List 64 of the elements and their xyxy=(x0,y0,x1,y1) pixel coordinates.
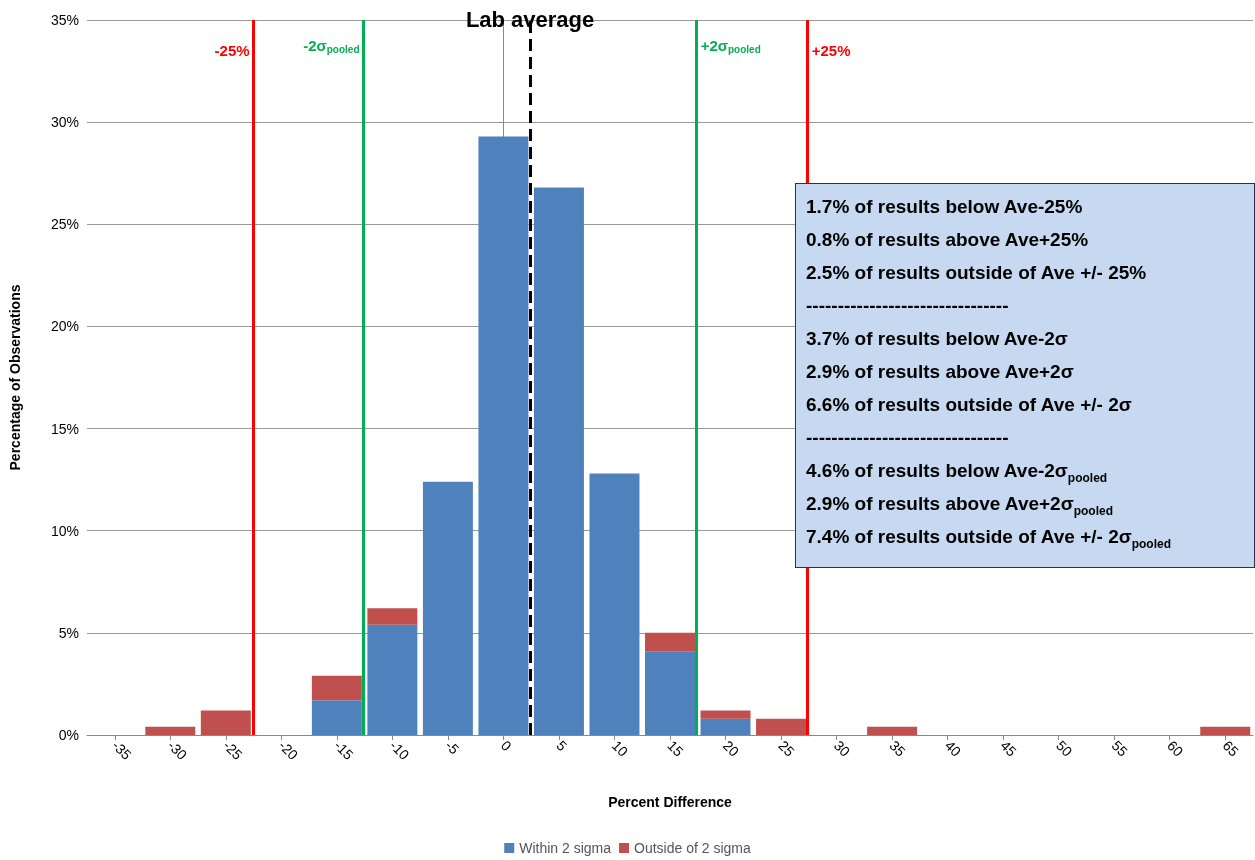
annotation: 2.9% of results above Ave+2σ xyxy=(806,360,1075,384)
y-tick-label: 30% xyxy=(50,114,79,131)
x-tick-label: 25 xyxy=(775,737,798,760)
y-tick-label: 35% xyxy=(50,12,79,28)
annotation: 2.5% of results outside of Ave +/- 25% xyxy=(806,261,1148,285)
x-tick-label: 20 xyxy=(719,737,743,760)
annotation: 4.6% of results below Ave-2σ$_{pooled}$ xyxy=(806,459,1109,487)
annotation: 7.4% of results outside of Ave +/- 2σ$_{pooled}$ xyxy=(806,525,1173,553)
x-tick-label: -5 xyxy=(442,737,463,758)
bar xyxy=(367,624,418,735)
y-tick-label: 25% xyxy=(50,216,79,233)
y-tick-label: 20% xyxy=(50,318,79,335)
bar xyxy=(145,726,196,735)
y-tick-label: 15% xyxy=(50,420,79,437)
annotation: 1.7% of results below Ave-25% xyxy=(806,195,1084,219)
x-tick-label: 60 xyxy=(1164,737,1187,760)
bar xyxy=(867,726,918,735)
legend-label: Within 2 sigma xyxy=(519,840,612,856)
ref-line-label: Lab average xyxy=(465,6,595,32)
bar xyxy=(700,718,751,735)
bar xyxy=(1200,726,1251,735)
x-tick-label: 40 xyxy=(941,737,965,760)
bar xyxy=(422,481,473,735)
bar xyxy=(311,700,362,735)
x-tick-label: -10 xyxy=(386,737,413,764)
x-tick-label: -25 xyxy=(220,737,246,764)
annotation: -------------------------------- xyxy=(806,294,1010,318)
bar xyxy=(645,632,695,652)
x-tick-label: -20 xyxy=(275,737,302,764)
y-tick-label: 10% xyxy=(50,522,79,539)
annotation: +25% xyxy=(811,42,851,60)
bar xyxy=(645,651,695,735)
bar xyxy=(756,718,807,735)
y-tick-label: 0% xyxy=(58,727,79,743)
y-tick-label: 5% xyxy=(58,624,79,641)
x-tick-label: 55 xyxy=(1108,737,1131,760)
x-tick-label: 15 xyxy=(664,737,687,760)
x-tick-label: -35 xyxy=(109,737,135,764)
bar xyxy=(311,675,362,701)
x-tick-label: 30 xyxy=(830,737,854,760)
x-axis-title: Percent Difference xyxy=(608,794,733,810)
annotation: 0.8% of results above Ave+25% xyxy=(806,228,1090,252)
legend-label: Outside of 2 sigma xyxy=(634,840,751,856)
x-tick-label: 5 xyxy=(553,737,571,755)
bar xyxy=(589,473,640,735)
x-tick-label: 35 xyxy=(886,737,909,760)
bar xyxy=(478,136,529,735)
annotation: 2.9% of results above Ave+2σ$_{pooled}$ xyxy=(806,492,1114,520)
x-tick-label: 0 xyxy=(497,737,515,755)
y-axis-title: Percentage of Observations xyxy=(7,284,23,471)
bar xyxy=(533,187,584,735)
x-tick-label: 50 xyxy=(1053,737,1076,760)
x-tick-label: -15 xyxy=(331,737,357,764)
bar xyxy=(200,710,251,735)
x-tick-label: 10 xyxy=(608,737,632,760)
annotation: -------------------------------- xyxy=(806,426,1010,450)
x-tick-label: 45 xyxy=(997,737,1020,760)
x-tick-label: -30 xyxy=(164,737,191,764)
annotation: -25% xyxy=(214,42,250,60)
annotation: 6.6% of results outside of Ave +/- 2σ xyxy=(806,393,1133,417)
x-tick-label: 65 xyxy=(1219,737,1243,760)
bar xyxy=(367,608,418,625)
bar xyxy=(700,710,751,719)
annotation: 3.7% of results below Ave-2σ xyxy=(806,327,1069,351)
